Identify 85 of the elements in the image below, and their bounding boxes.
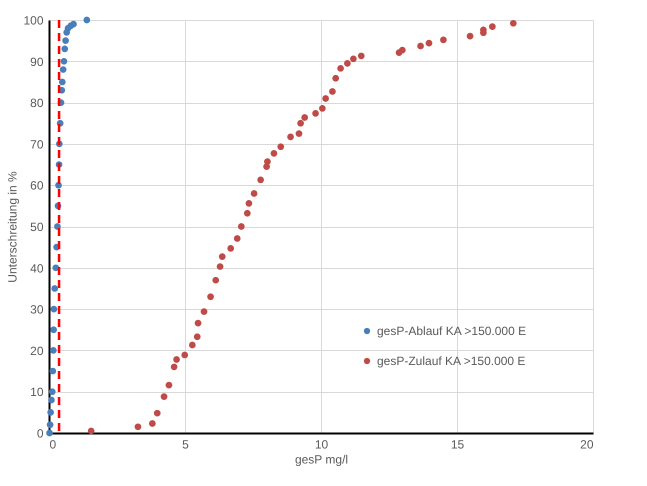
point xyxy=(234,235,241,242)
point xyxy=(218,253,226,260)
x-axis-title: gesP mg/l xyxy=(294,452,348,466)
point xyxy=(194,333,201,340)
point xyxy=(212,276,220,284)
point xyxy=(246,200,252,207)
x-tick-label: 20 xyxy=(580,438,594,452)
y-axis-title: Unterschreitung in % xyxy=(5,170,20,283)
point xyxy=(510,20,517,27)
point xyxy=(264,158,271,166)
y-tick-label: 30 xyxy=(30,302,44,317)
point xyxy=(149,420,156,427)
point xyxy=(50,347,57,354)
x-tick-label: 10 xyxy=(314,438,328,452)
point xyxy=(173,356,180,363)
legend-label: gesP-Zulauf KA >150.000 E xyxy=(377,354,526,368)
point xyxy=(70,20,77,28)
legend-label: gesP-Ablauf KA >150.000 E xyxy=(377,324,526,338)
y-tick-label: 10 xyxy=(30,385,44,400)
point xyxy=(49,368,56,374)
point xyxy=(329,88,336,95)
point xyxy=(287,134,294,140)
point xyxy=(58,78,66,86)
y-tick-label: 0 xyxy=(36,426,44,440)
point xyxy=(344,60,351,67)
point xyxy=(322,95,329,102)
point xyxy=(48,396,55,404)
y-tick-label: 70 xyxy=(30,137,44,152)
point xyxy=(60,66,66,73)
point xyxy=(312,110,319,117)
point xyxy=(296,130,302,137)
point xyxy=(337,64,344,72)
point xyxy=(426,40,432,46)
y-tick-label: 20 xyxy=(30,344,44,358)
y-tick-label: 100 xyxy=(23,14,44,28)
point xyxy=(170,364,178,370)
point xyxy=(489,23,496,30)
point xyxy=(188,342,196,348)
point xyxy=(160,393,168,400)
point xyxy=(238,223,245,230)
point xyxy=(227,245,234,252)
point xyxy=(358,52,365,60)
point xyxy=(61,46,68,52)
point xyxy=(194,320,202,326)
x-tick-label: 5 xyxy=(182,438,190,452)
point xyxy=(154,410,161,417)
point xyxy=(270,150,278,157)
point xyxy=(257,176,264,184)
y-tick-label: 60 xyxy=(30,178,44,193)
point xyxy=(398,46,406,54)
point xyxy=(60,58,68,65)
y-tick-label: 80 xyxy=(30,96,44,110)
point xyxy=(50,326,57,334)
point xyxy=(466,32,474,40)
point xyxy=(332,74,340,82)
point xyxy=(297,120,304,127)
point xyxy=(301,114,308,121)
point xyxy=(62,37,69,44)
point xyxy=(350,55,357,62)
point xyxy=(47,409,54,416)
point xyxy=(46,421,54,428)
point xyxy=(166,382,172,388)
point xyxy=(200,308,208,315)
point xyxy=(250,190,258,197)
y-tick-label: 40 xyxy=(30,261,44,276)
x-tick-label: 15 xyxy=(450,438,464,452)
point xyxy=(134,423,142,430)
point xyxy=(48,388,56,396)
point xyxy=(216,263,224,270)
x-tick-label: 0 xyxy=(50,438,56,452)
y-tick-label: 50 xyxy=(30,220,44,234)
point xyxy=(244,210,251,217)
point xyxy=(181,352,188,358)
point xyxy=(277,143,284,150)
point xyxy=(417,42,424,50)
point xyxy=(52,264,60,272)
point xyxy=(83,16,90,24)
point xyxy=(440,36,447,44)
point xyxy=(88,428,95,434)
point xyxy=(46,430,53,436)
point xyxy=(50,306,58,312)
point xyxy=(319,105,326,112)
y-tick-label: 90 xyxy=(30,54,44,69)
point xyxy=(51,285,58,292)
point xyxy=(207,293,214,300)
